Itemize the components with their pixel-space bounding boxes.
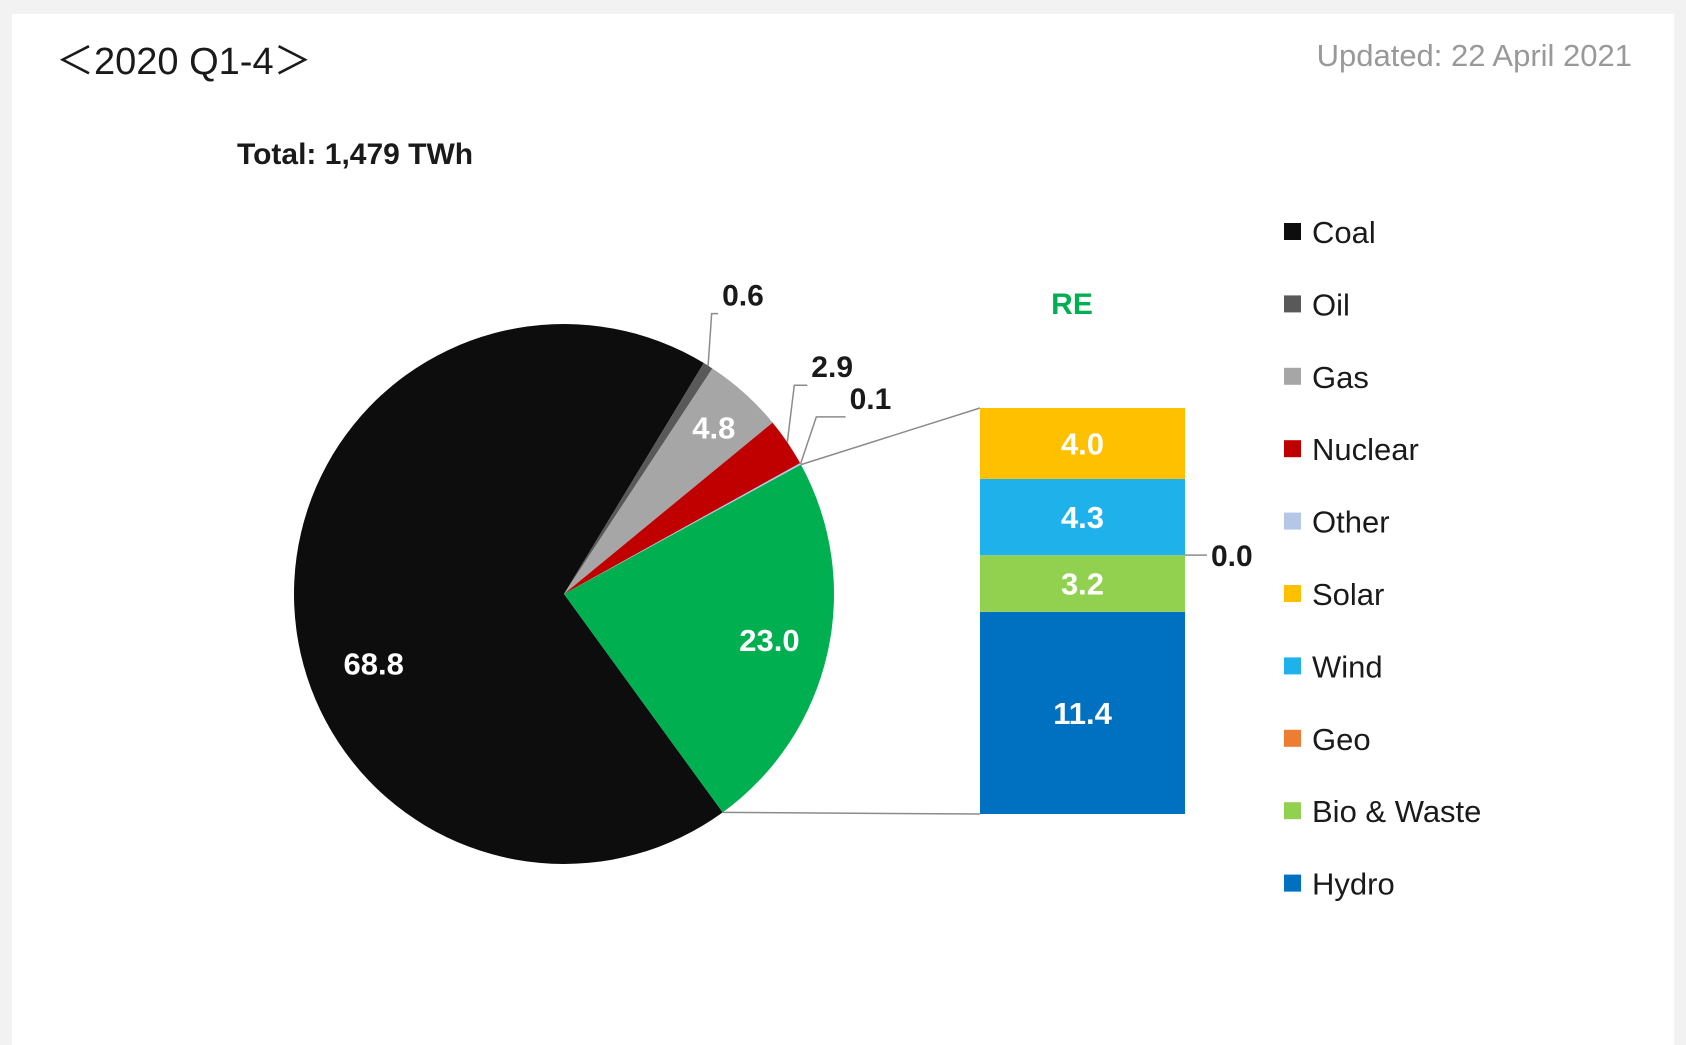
legend-label-oil: Oil xyxy=(1312,287,1350,322)
pie-slice-re xyxy=(564,464,834,813)
pie-slice-oil xyxy=(564,363,713,594)
legend-label-other: Other xyxy=(1312,505,1390,540)
re-stacked-bar xyxy=(980,408,1185,814)
updated-date: Updated: 22 April 2021 xyxy=(1317,38,1632,73)
chart-svg: ＜2020 Q1-4＞ Updated: 22 April 2021 Total… xyxy=(56,38,1632,902)
data-label-gas: 4.8 xyxy=(692,410,735,445)
legend-swatch-bio-waste xyxy=(1284,802,1301,820)
legend-label-solar: Solar xyxy=(1312,577,1384,612)
connector-line-top xyxy=(800,407,981,466)
legend-swatch-geo xyxy=(1284,729,1301,747)
pie-slice-coal xyxy=(293,323,723,864)
re-bar-label-geo: 0.0 xyxy=(1211,540,1253,573)
re-bar-label-wind: 4.3 xyxy=(1061,500,1104,535)
pie-slice-other xyxy=(564,463,801,594)
re-title: RE xyxy=(1051,288,1093,321)
pie-slice-gas xyxy=(564,368,773,594)
leader-line-other xyxy=(799,416,846,465)
legend-label-gas: Gas xyxy=(1312,360,1369,395)
period-title: ＜2020 Q1-4＞ xyxy=(56,41,312,83)
legend-swatch-coal xyxy=(1284,223,1301,240)
pie xyxy=(293,323,834,864)
total-label: Total: 1,479 TWh xyxy=(237,138,473,171)
legend-swatch-oil xyxy=(1284,295,1301,313)
legend-swatch-other xyxy=(1284,512,1301,530)
re-bar-label-solar: 4.0 xyxy=(1061,426,1104,461)
data-label-re: 23.0 xyxy=(739,623,799,658)
data-labels: 68.8 0.6 4.8 2.90.1 23.0 11.4 3.2 0.0 4.3 4.0 xyxy=(344,280,1253,731)
legend: Coal Oil Gas Nuclear Other Solar Wind Geo Bio & … xyxy=(1284,215,1481,902)
re-bar-segment-wind xyxy=(980,478,1185,556)
legend-label-bio-waste: Bio & Waste xyxy=(1312,794,1481,829)
legend-label-wind: Wind xyxy=(1312,649,1383,684)
legend-label-coal: Coal xyxy=(1312,215,1376,250)
legend-swatch-wind xyxy=(1284,657,1301,675)
pie-slice-nuclear xyxy=(564,422,801,594)
data-label-coal: 68.8 xyxy=(344,646,404,681)
re-bar-segment-solar xyxy=(980,408,1185,479)
legend-label-hydro: Hydro xyxy=(1312,867,1395,902)
legend-swatch-hydro xyxy=(1284,874,1301,892)
legend-swatch-gas xyxy=(1284,367,1301,385)
data-label-oil: 0.6 xyxy=(722,280,764,313)
leader-line-oil xyxy=(707,312,719,366)
legend-label-geo: Geo xyxy=(1312,722,1371,757)
re-bar-segment-hydro xyxy=(980,611,1185,814)
legend-swatch-solar xyxy=(1284,585,1301,602)
re-bar-label-hydro: 11.4 xyxy=(1053,696,1112,731)
re-bar-label-bio-waste: 3.2 xyxy=(1061,567,1104,602)
connector-lines xyxy=(722,407,981,815)
legend-swatch-nuclear xyxy=(1284,440,1301,458)
data-label-nuclear: 2.9 xyxy=(811,351,853,384)
leader-line-nuclear xyxy=(786,384,808,443)
re-bar-segment-bio-waste xyxy=(980,555,1185,612)
data-label-other: 0.1 xyxy=(850,383,892,416)
legend-label-nuclear: Nuclear xyxy=(1312,432,1419,467)
connector-line-bottom xyxy=(722,811,981,815)
chart-card: ＜2020 Q1-4＞ Updated: 22 April 2021 Total… xyxy=(12,14,1674,1045)
